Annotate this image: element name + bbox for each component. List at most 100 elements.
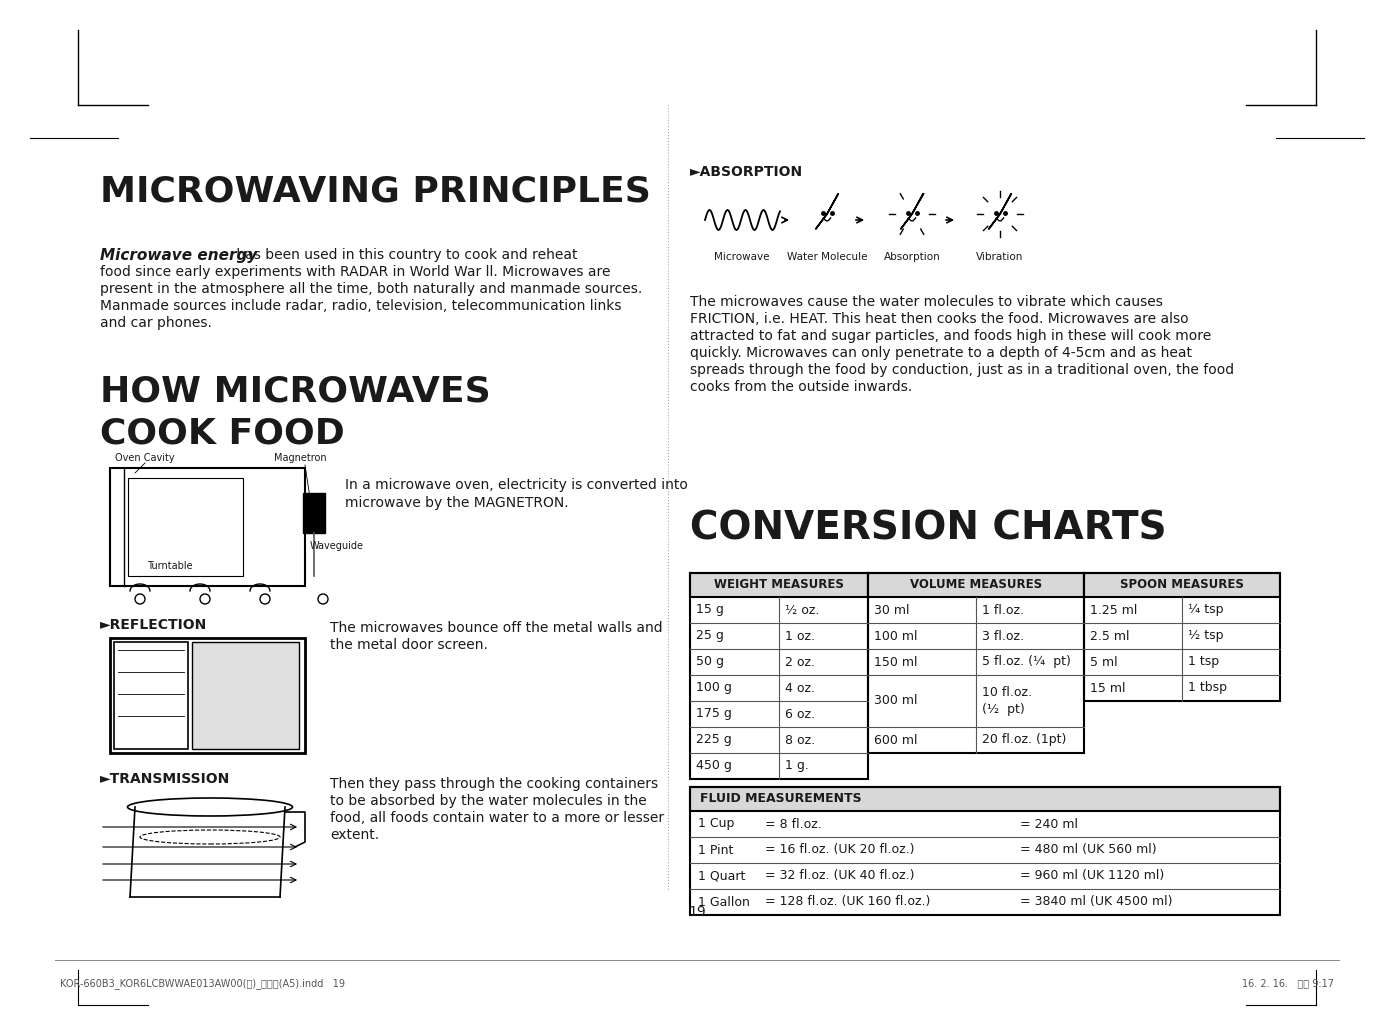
Text: ½ oz.: ½ oz. (785, 603, 820, 617)
Bar (868, 573, 1085, 597)
Text: 300 ml: 300 ml (874, 695, 917, 707)
Text: to be absorbed by the water molecules in the: to be absorbed by the water molecules in… (330, 794, 647, 808)
Text: VOLUME MEASURES: VOLUME MEASURES (910, 579, 1043, 591)
Text: The microwaves cause the water molecules to vibrate which causes: The microwaves cause the water molecules… (690, 295, 1163, 309)
Text: KOR-660B3_KOR6LCBWWAE013AW00(영)_미주향(A5).indd   19: KOR-660B3_KOR6LCBWWAE013AW00(영)_미주향(A5).… (60, 978, 344, 989)
Text: 2.5 ml: 2.5 ml (1090, 629, 1129, 642)
Text: Absorption: Absorption (884, 252, 941, 262)
Bar (128, 478, 243, 576)
Text: FLUID MEASUREMENTS: FLUID MEASUREMENTS (700, 793, 861, 806)
Text: Magnetron: Magnetron (273, 453, 326, 463)
Text: 6 oz.: 6 oz. (785, 707, 815, 721)
Text: spreads through the food by conduction, just as in a traditional oven, the food: spreads through the food by conduction, … (690, 363, 1234, 377)
Text: food, all foods contain water to a more or lesser: food, all foods contain water to a more … (330, 811, 664, 825)
Text: attracted to fat and sugar particles, and foods high in these will cook more: attracted to fat and sugar particles, an… (690, 329, 1211, 343)
Text: = 3840 ml (UK 4500 ml): = 3840 ml (UK 4500 ml) (1020, 895, 1172, 909)
Text: = 480 ml (UK 560 ml): = 480 ml (UK 560 ml) (1020, 844, 1157, 856)
Text: ¼ tsp: ¼ tsp (1188, 603, 1224, 617)
Text: food since early experiments with RADAR in World War ll. Microwaves are: food since early experiments with RADAR … (100, 265, 611, 279)
Text: 20 fl.oz. (1pt): 20 fl.oz. (1pt) (981, 734, 1066, 746)
Text: Water Molecule: Water Molecule (786, 252, 867, 262)
Text: 25 g: 25 g (696, 629, 723, 642)
Text: 1 Pint: 1 Pint (698, 844, 733, 856)
Text: 150 ml: 150 ml (874, 656, 917, 668)
Text: = 128 fl.oz. (UK 160 fl.oz.): = 128 fl.oz. (UK 160 fl.oz.) (765, 895, 930, 909)
Bar (1085, 573, 1280, 597)
Text: 1 Cup: 1 Cup (698, 817, 735, 831)
Text: ►ABSORPTION: ►ABSORPTION (690, 166, 803, 179)
Bar (192, 642, 300, 749)
Text: has been used in this country to cook and reheat: has been used in this country to cook an… (231, 248, 577, 262)
Text: 1 g.: 1 g. (785, 760, 809, 772)
Text: ½ tsp: ½ tsp (1188, 629, 1224, 642)
Text: 2 oz.: 2 oz. (785, 656, 815, 668)
Text: Oven Cavity: Oven Cavity (116, 453, 174, 463)
Text: 16. 2. 16.   오전 9:17: 16. 2. 16. 오전 9:17 (1242, 978, 1334, 988)
Text: (½  pt): (½ pt) (981, 702, 1025, 715)
Text: and car phones.: and car phones. (100, 316, 212, 330)
Text: 600 ml: 600 ml (874, 734, 917, 746)
Bar (868, 573, 1085, 752)
Text: 175 g: 175 g (696, 707, 732, 721)
Text: ►TRANSMISSION: ►TRANSMISSION (100, 772, 230, 786)
Text: 19: 19 (689, 905, 705, 919)
Text: FRICTION, i.e. HEAT. This heat then cooks the food. Microwaves are also: FRICTION, i.e. HEAT. This heat then cook… (690, 313, 1189, 326)
Text: 1 tbsp: 1 tbsp (1188, 682, 1227, 695)
Text: Then they pass through the cooking containers: Then they pass through the cooking conta… (330, 777, 658, 791)
Text: Microwave: Microwave (714, 252, 769, 262)
Bar (690, 787, 1280, 915)
Bar (110, 468, 305, 586)
Text: 8 oz.: 8 oz. (785, 734, 815, 746)
Text: 10 fl.oz.: 10 fl.oz. (981, 687, 1032, 699)
Text: 450 g: 450 g (696, 760, 732, 772)
Bar (690, 573, 868, 597)
Text: extent.: extent. (330, 828, 379, 842)
Text: the metal door screen.: the metal door screen. (330, 638, 488, 652)
Text: = 32 fl.oz. (UK 40 fl.oz.): = 32 fl.oz. (UK 40 fl.oz.) (765, 870, 914, 882)
Text: 1 fl.oz.: 1 fl.oz. (981, 603, 1025, 617)
Bar (690, 787, 1280, 811)
Text: cooks from the outside inwards.: cooks from the outside inwards. (690, 380, 912, 394)
Text: HOW MICROWAVES: HOW MICROWAVES (100, 375, 491, 409)
Text: 1 Gallon: 1 Gallon (698, 895, 750, 909)
Text: 100 g: 100 g (696, 682, 732, 695)
Text: 1 oz.: 1 oz. (785, 629, 815, 642)
Text: 1.25 ml: 1.25 ml (1090, 603, 1138, 617)
Text: The microwaves bounce off the metal walls and: The microwaves bounce off the metal wall… (330, 621, 662, 635)
Text: Microwave energy: Microwave energy (100, 248, 258, 263)
Text: COOK FOOD: COOK FOOD (100, 417, 344, 451)
Text: 15 g: 15 g (696, 603, 723, 617)
Text: SPOON MEASURES: SPOON MEASURES (1119, 579, 1243, 591)
Text: 1 Quart: 1 Quart (698, 870, 746, 882)
Text: 225 g: 225 g (696, 734, 732, 746)
Text: 5 fl.oz. (¼  pt): 5 fl.oz. (¼ pt) (981, 656, 1071, 668)
Text: 30 ml: 30 ml (874, 603, 909, 617)
Text: 3 fl.oz.: 3 fl.oz. (981, 629, 1025, 642)
Text: = 240 ml: = 240 ml (1020, 817, 1078, 831)
Text: present in the atmosphere all the time, both naturally and manmade sources.: present in the atmosphere all the time, … (100, 282, 643, 296)
Text: 4 oz.: 4 oz. (785, 682, 815, 695)
Text: microwave by the MAGNETRON.: microwave by the MAGNETRON. (344, 495, 569, 510)
Bar (114, 642, 188, 749)
Bar (110, 638, 305, 752)
Bar (690, 573, 868, 779)
Text: 100 ml: 100 ml (874, 629, 917, 642)
Text: Vibration: Vibration (976, 252, 1023, 262)
Text: WEIGHT MEASURES: WEIGHT MEASURES (714, 579, 843, 591)
Text: = 8 fl.oz.: = 8 fl.oz. (765, 817, 821, 831)
Bar (302, 493, 325, 533)
Text: In a microwave oven, electricity is converted into: In a microwave oven, electricity is conv… (344, 478, 687, 492)
Text: Turntable: Turntable (148, 561, 192, 571)
Text: ►REFLECTION: ►REFLECTION (100, 618, 208, 632)
Text: 1 tsp: 1 tsp (1188, 656, 1220, 668)
Text: CONVERSION CHARTS: CONVERSION CHARTS (690, 510, 1167, 548)
Text: quickly. Microwaves can only penetrate to a depth of 4-5cm and as heat: quickly. Microwaves can only penetrate t… (690, 346, 1192, 360)
Text: 15 ml: 15 ml (1090, 682, 1125, 695)
Text: = 960 ml (UK 1120 ml): = 960 ml (UK 1120 ml) (1020, 870, 1164, 882)
Text: = 16 fl.oz. (UK 20 fl.oz.): = 16 fl.oz. (UK 20 fl.oz.) (765, 844, 914, 856)
Text: Manmade sources include radar, radio, television, telecommunication links: Manmade sources include radar, radio, te… (100, 299, 622, 313)
Text: Waveguide: Waveguide (309, 541, 364, 551)
Text: 5 ml: 5 ml (1090, 656, 1118, 668)
Bar (1085, 573, 1280, 701)
Text: MICROWAVING PRINCIPLES: MICROWAVING PRINCIPLES (100, 175, 651, 209)
